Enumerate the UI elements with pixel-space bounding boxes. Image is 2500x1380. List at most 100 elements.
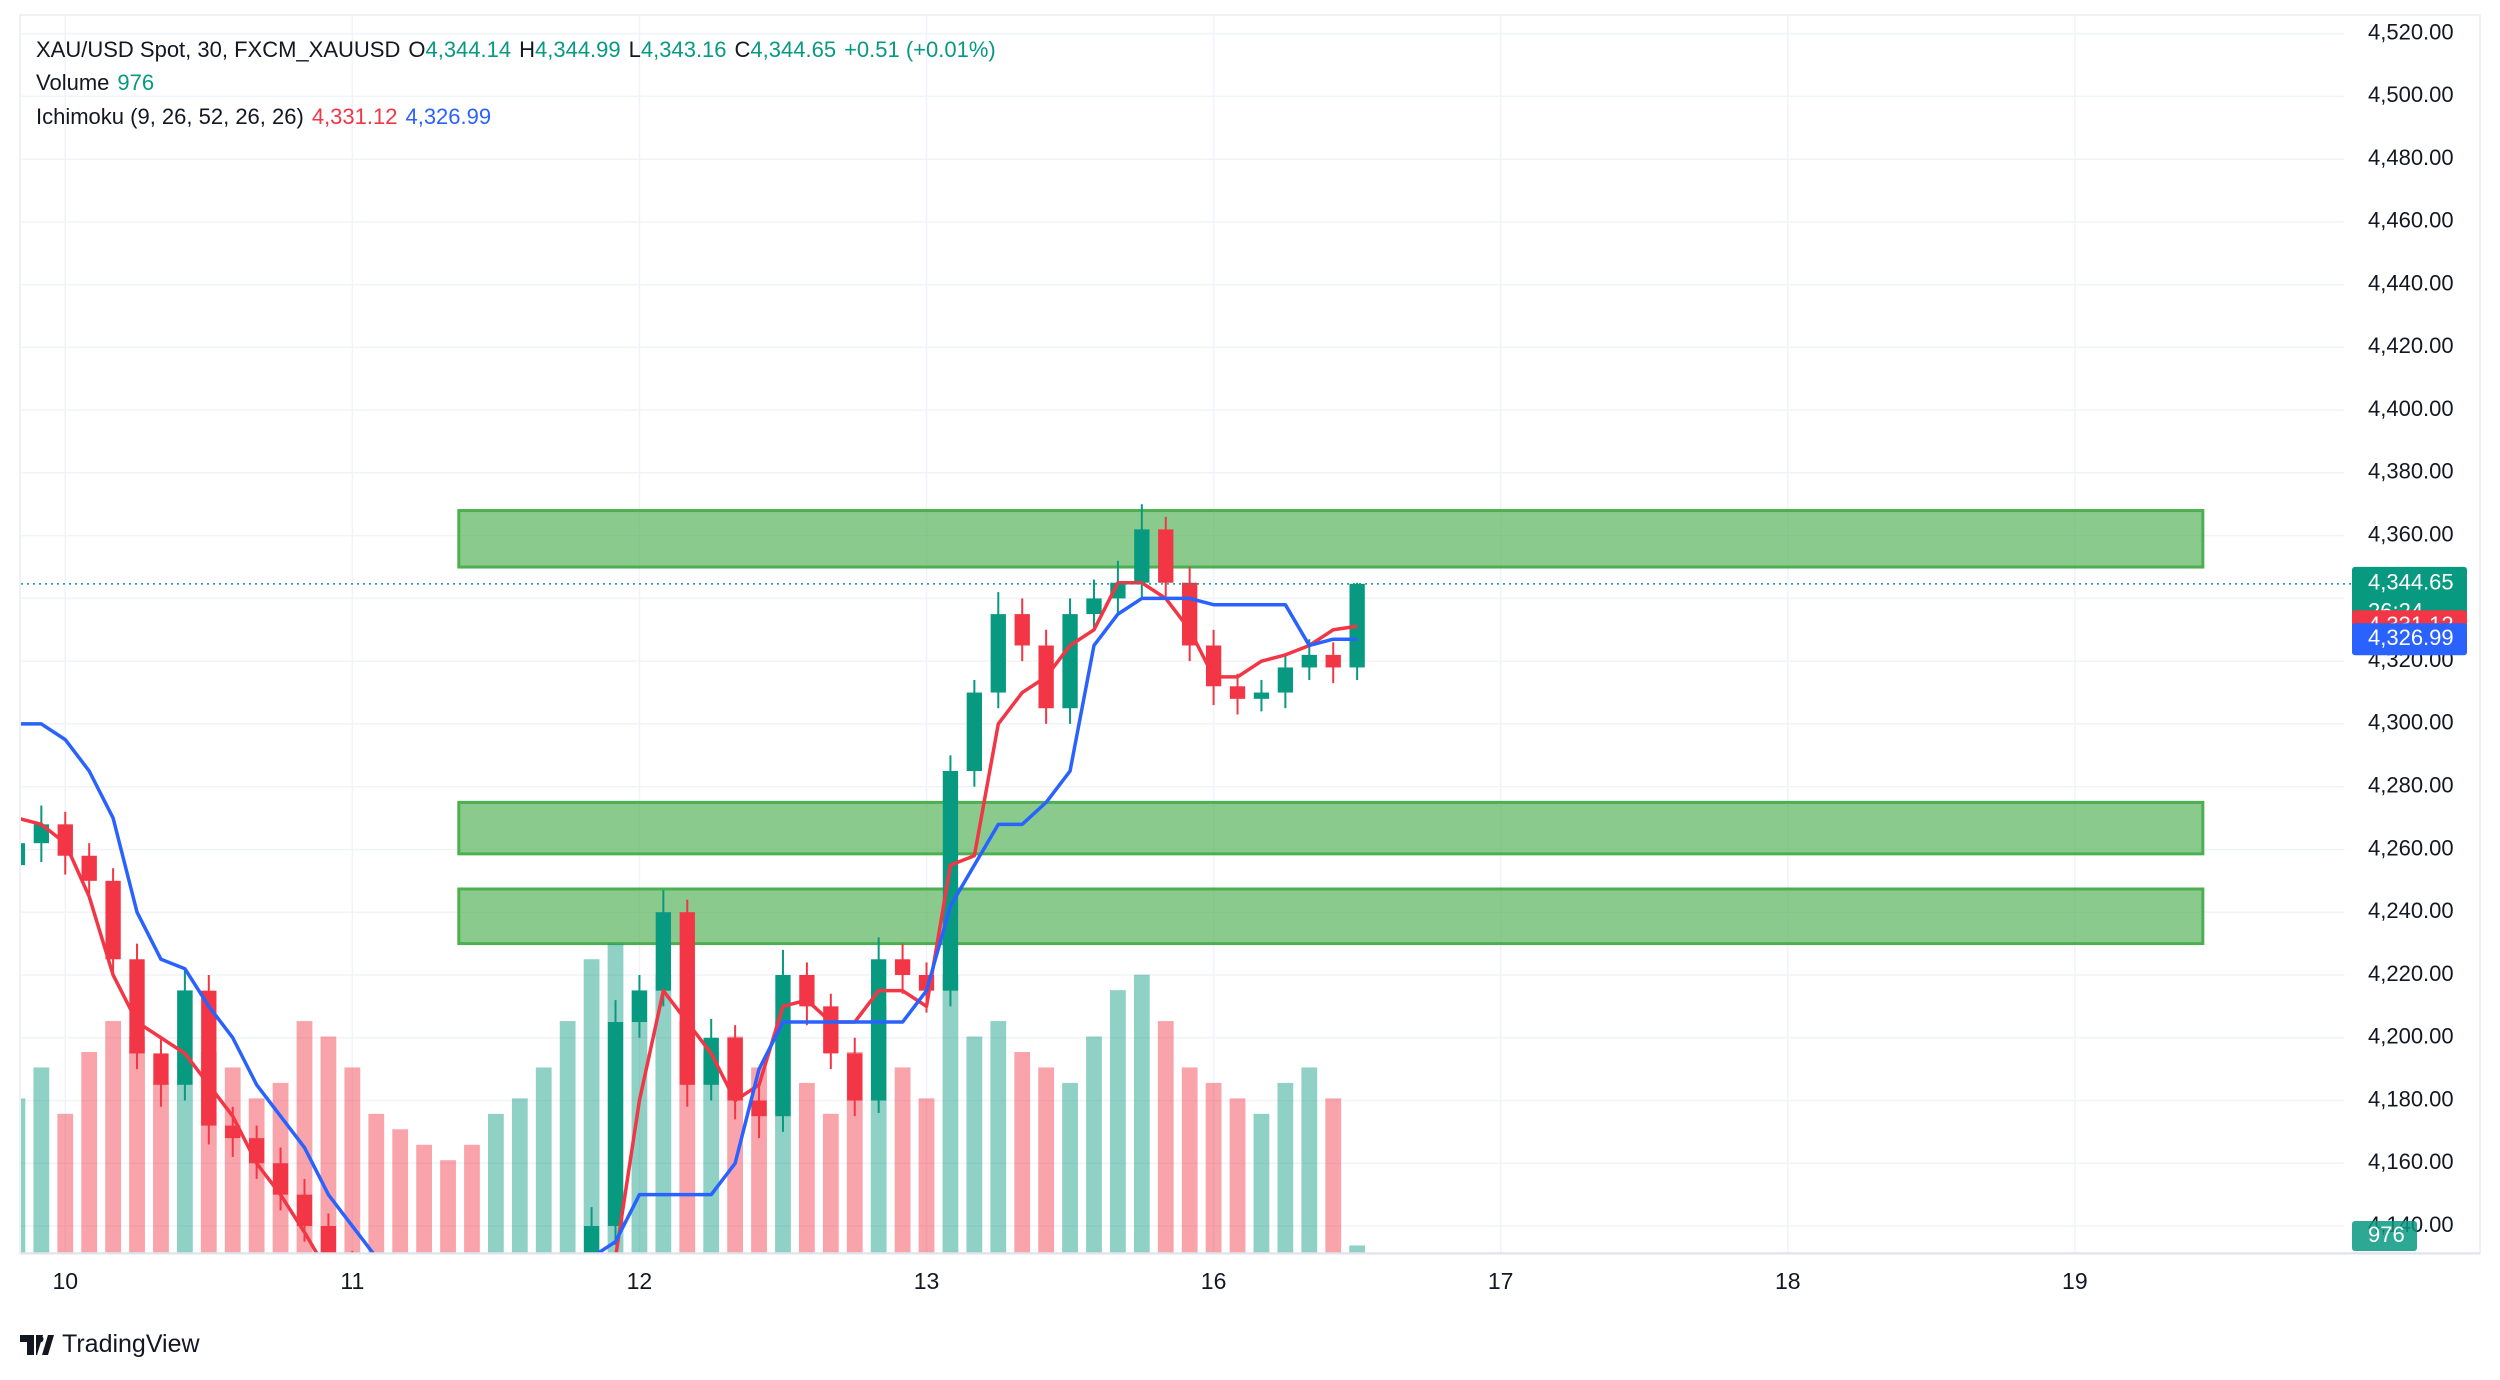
x-tick-label: 18 — [1775, 1268, 1801, 1294]
ohlc-value: 4,344.65 — [750, 37, 837, 62]
x-tick-label: 11 — [340, 1268, 364, 1294]
candle-body — [21, 843, 26, 866]
volume-bar — [57, 1113, 74, 1253]
candle-body — [153, 1053, 169, 1085]
volume-bar — [1038, 1067, 1055, 1253]
volume-bar — [1325, 1098, 1342, 1253]
ichimoku-base: 4,326.99 — [405, 104, 492, 129]
volume-bar — [81, 1051, 98, 1253]
volume-bar — [440, 1160, 456, 1253]
x-tick-label: 17 — [1488, 1268, 1514, 1294]
y-tick-label: 4,360.00 — [2368, 521, 2454, 546]
volume-bar — [1062, 1082, 1078, 1253]
candle-body — [871, 959, 887, 1101]
candle-body — [1014, 614, 1030, 646]
volume-bar — [368, 1113, 385, 1253]
x-tick-label: 19 — [2062, 1268, 2088, 1294]
candle-body — [823, 1006, 839, 1054]
volume-bar — [1277, 1082, 1294, 1253]
candle-body — [1062, 614, 1078, 709]
volume-bar — [583, 959, 600, 1253]
candle-body — [1325, 654, 1341, 668]
x-tick-label: 16 — [1201, 1268, 1227, 1294]
ohlc-value: 4,343.16 — [640, 37, 727, 62]
chart-frame — [19, 14, 2481, 1255]
y-tick-label: 4,420.00 — [2368, 333, 2454, 358]
volume-bar — [846, 1051, 863, 1253]
volume-bar — [344, 1067, 361, 1253]
candle-body — [775, 974, 791, 1117]
y-tick-label: 4,200.00 — [2368, 1024, 2454, 1049]
candle-body — [727, 1037, 743, 1101]
zone — [457, 887, 2205, 946]
volume-bar — [1110, 990, 1126, 1253]
axes: 4,140.004,160.004,180.004,200.004,220.00… — [21, 19, 2480, 1294]
candle-body — [1277, 667, 1294, 693]
brand-logo — [20, 1334, 54, 1355]
volume-bar — [1229, 1098, 1246, 1253]
volume-bar — [464, 1144, 480, 1253]
volume-bar — [105, 1021, 122, 1253]
volume-bar — [511, 1098, 528, 1253]
candle-body — [847, 1053, 863, 1101]
volume-bar — [1253, 1113, 1270, 1253]
candle-body — [105, 880, 121, 960]
candle-body — [512, 1333, 527, 1346]
plot-area — [21, 504, 2205, 1358]
volume-bar — [1133, 974, 1150, 1253]
zone — [457, 800, 2205, 856]
volume-bar — [990, 1021, 1007, 1253]
candle-body — [488, 1345, 503, 1358]
candle-body — [1229, 686, 1246, 699]
volume-bar — [1205, 1082, 1222, 1253]
brand-name: TradingView — [62, 1330, 200, 1358]
volume-bar — [1301, 1067, 1318, 1253]
candle-body — [440, 1339, 455, 1352]
ichimoku-line — [21, 580, 1358, 1253]
candle-body — [536, 1320, 551, 1333]
ichimoku-legend: Ichimoku (9, 26, 52, 26, 26) 4,331.12 4,32… — [36, 104, 499, 130]
candle-body — [1086, 598, 1102, 615]
ohlc-key: H — [519, 37, 535, 62]
candle-body — [129, 959, 145, 1054]
x-tick-label: 10 — [52, 1268, 78, 1294]
candle-body — [464, 1352, 479, 1358]
volume-bar — [1157, 1021, 1174, 1253]
volume-value: 976 — [117, 70, 155, 95]
ohlc-value: 4,344.99 — [535, 37, 621, 62]
volume-bar — [966, 1036, 983, 1253]
symbol: XAU/USD Spot, 30, FXCM_XAUUSD — [36, 37, 401, 62]
candle-body — [560, 1304, 575, 1320]
volume-bar — [1349, 1245, 1366, 1253]
last-price-label: 4,344.65 — [2368, 570, 2454, 595]
ichimoku-line — [21, 596, 1358, 1253]
y-tick-label: 4,500.00 — [2368, 82, 2454, 107]
ohlc-key: C — [734, 37, 751, 62]
ohlc-key: L — [628, 37, 641, 62]
volume-bar — [416, 1144, 433, 1253]
candle-body — [1158, 529, 1174, 583]
volume-value-label: 976 — [2368, 1222, 2405, 1247]
symbol-legend: XAU/USD Spot, 30, FXCM_XAUUSD O4,344.14 H4… — [36, 37, 1004, 63]
volume-bar — [224, 1067, 241, 1253]
candle-body — [894, 959, 911, 975]
volume-bar — [894, 1067, 911, 1253]
y-tick-label: 4,460.00 — [2368, 208, 2454, 233]
y-tick-label: 4,260.00 — [2368, 835, 2454, 860]
y-tick-label: 4,480.00 — [2368, 145, 2454, 170]
candle-body — [320, 1226, 337, 1253]
candle-body — [393, 1314, 408, 1327]
volume-bar — [1014, 1051, 1031, 1253]
y-tick-label: 4,280.00 — [2368, 773, 2454, 798]
candle-body — [81, 855, 97, 881]
candle-body — [799, 974, 815, 1007]
y-tick-label: 4,300.00 — [2368, 710, 2454, 735]
candle-body — [679, 912, 695, 1085]
candle-body — [296, 1194, 313, 1227]
volume-bar — [153, 1082, 169, 1253]
candle-body — [990, 614, 1006, 693]
ichimoku-title: Ichimoku (9, 26, 52, 26, 26) — [36, 104, 304, 129]
candle-body — [1182, 582, 1198, 646]
ichimoku-conversion: 4,331.12 — [311, 104, 398, 129]
candle-body — [583, 1226, 600, 1253]
